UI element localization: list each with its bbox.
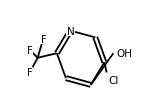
Text: Cl: Cl	[108, 76, 119, 86]
Text: N: N	[67, 26, 74, 36]
Text: F: F	[27, 45, 33, 55]
Text: OH: OH	[117, 49, 133, 59]
Text: F: F	[40, 34, 46, 44]
Text: F: F	[27, 68, 33, 78]
